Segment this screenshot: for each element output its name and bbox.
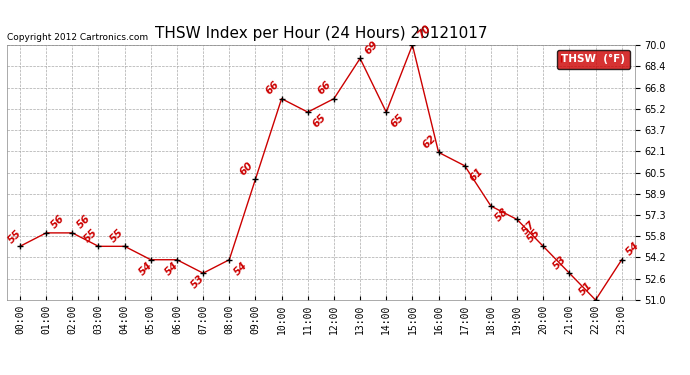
Text: 65: 65 [310, 112, 328, 129]
Text: 53: 53 [551, 254, 569, 271]
Text: 69: 69 [363, 39, 380, 56]
Legend: THSW  (°F): THSW (°F) [558, 50, 629, 69]
Text: 61: 61 [468, 166, 485, 183]
Text: 55: 55 [6, 228, 23, 246]
Text: 55: 55 [82, 227, 99, 244]
Text: 54: 54 [137, 260, 155, 277]
Text: 55: 55 [525, 227, 542, 244]
Text: 60: 60 [237, 160, 255, 177]
Text: 66: 66 [316, 79, 333, 96]
Text: 58: 58 [493, 206, 511, 224]
Text: 62: 62 [420, 133, 438, 150]
Title: THSW Index per Hour (24 Hours) 20121017: THSW Index per Hour (24 Hours) 20121017 [155, 26, 487, 41]
Text: 54: 54 [624, 240, 642, 258]
Text: 54: 54 [232, 260, 249, 277]
Text: 56: 56 [75, 213, 92, 231]
Text: 51: 51 [578, 280, 595, 298]
Text: 56: 56 [49, 213, 66, 231]
Text: 57: 57 [520, 219, 538, 237]
Text: 53: 53 [189, 273, 206, 290]
Text: 70: 70 [415, 23, 433, 40]
Text: Copyright 2012 Cartronics.com: Copyright 2012 Cartronics.com [7, 33, 148, 42]
Text: 54: 54 [163, 260, 180, 277]
Text: 55: 55 [108, 227, 126, 244]
Text: 66: 66 [264, 79, 281, 96]
Text: 65: 65 [389, 112, 406, 129]
